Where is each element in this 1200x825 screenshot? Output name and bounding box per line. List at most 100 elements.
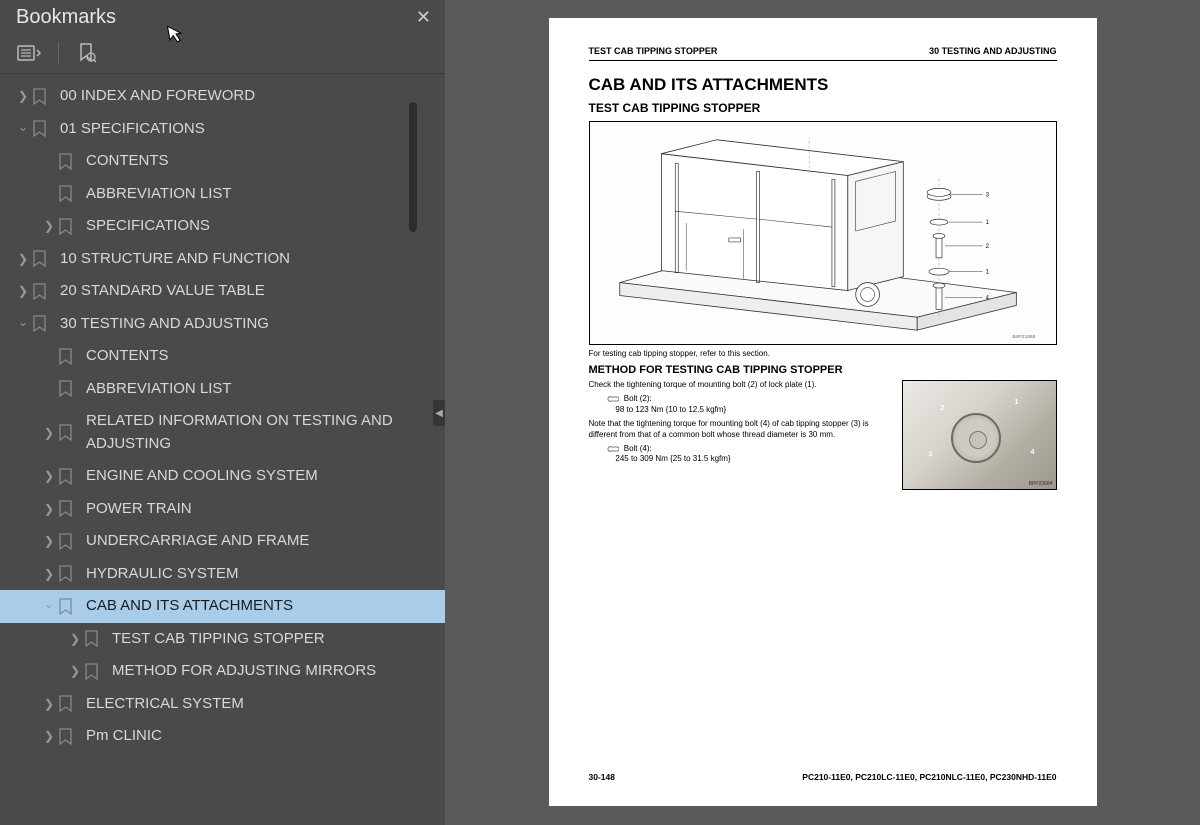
diagram-code: B4P21955 <box>1012 334 1035 340</box>
paragraph: Check the tightening torque of mounting … <box>589 380 894 390</box>
bookmark-label: POWER TRAIN <box>86 498 437 521</box>
bookmark-label: ELECTRICAL SYSTEM <box>86 693 437 716</box>
chevron-down-icon[interactable]: ⌄ <box>14 118 32 136</box>
bookmark-icon <box>58 533 78 550</box>
bookmark-icon <box>32 283 52 300</box>
bookmark-icon <box>58 598 78 615</box>
bookmark-item[interactable]: ❯ HYDRAULIC SYSTEM <box>0 558 445 591</box>
chevron-right-icon[interactable]: ❯ <box>40 467 58 485</box>
bookmarks-header: Bookmarks ✕ <box>0 0 445 35</box>
chevron-right-icon[interactable]: ❯ <box>40 217 58 235</box>
page-h2: TEST CAB TIPPING STOPPER <box>589 101 1057 115</box>
chevron-right-icon[interactable]: ❯ <box>14 282 32 300</box>
bookmark-item[interactable]: ❯CONTENTS <box>0 145 445 178</box>
bookmark-item[interactable]: ❯ 10 STRUCTURE AND FUNCTION <box>0 243 445 276</box>
document-viewport: TEST CAB TIPPING STOPPER 30 TESTING AND … <box>445 0 1200 825</box>
bookmark-label: CONTENTS <box>86 345 437 368</box>
chevron-right-icon[interactable]: ❯ <box>14 87 32 105</box>
bookmark-label: RELATED INFORMATION ON TESTING AND ADJUS… <box>86 410 437 455</box>
bookmark-icon <box>58 500 78 517</box>
bookmark-item[interactable]: ❯20 STANDARD VALUE TABLE <box>0 275 445 308</box>
bookmark-item[interactable]: ❯ABBREVIATION LIST <box>0 178 445 211</box>
bookmark-item[interactable]: ❯CONTENTS <box>0 340 445 373</box>
bookmark-icon <box>58 695 78 712</box>
bookmark-icon <box>58 153 78 170</box>
bookmark-label: 30 TESTING AND ADJUSTING <box>60 313 437 336</box>
spec-value: 245 to 309 Nm {25 to 31.5 kgfm} <box>615 454 730 463</box>
page-header: TEST CAB TIPPING STOPPER 30 TESTING AND … <box>589 46 1057 61</box>
bookmarks-tree: ❯00 INDEX AND FOREWORD⌄01 SPECIFICATIONS… <box>0 74 445 825</box>
diagram-caption: For testing cab tipping stopper, refer t… <box>589 349 1057 358</box>
spec-block: Bolt (4): 245 to 309 Nm {25 to 31.5 kgfm… <box>589 444 894 465</box>
bookmark-item[interactable]: ❯ TEST CAB TIPPING STOPPER <box>0 623 445 656</box>
bookmark-icon <box>32 120 52 137</box>
page-body: Check the tightening torque of mounting … <box>589 380 1057 490</box>
bookmark-item[interactable]: ❯ABBREVIATION LIST <box>0 373 445 406</box>
bookmark-label: UNDERCARRIAGE AND FRAME <box>86 530 437 553</box>
chevron-right-icon[interactable]: ❯ <box>40 424 58 442</box>
bookmark-label: CONTENTS <box>86 150 437 173</box>
svg-text:1: 1 <box>985 220 989 226</box>
chevron-right-icon[interactable]: ❯ <box>40 532 58 550</box>
bookmark-item[interactable]: ⌄01 SPECIFICATIONS <box>0 113 445 146</box>
bookmarks-title: Bookmarks <box>16 6 116 29</box>
bookmark-label: 10 STRUCTURE AND FUNCTION <box>60 248 437 271</box>
bookmarks-toolbar <box>0 35 445 74</box>
chevron-right-icon[interactable]: ❯ <box>66 662 84 680</box>
bookmark-icon <box>58 468 78 485</box>
page-h3: METHOD FOR TESTING CAB TIPPING STOPPER <box>589 364 1057 376</box>
bookmark-item[interactable]: ⌄ CAB AND ITS ATTACHMENTS <box>0 590 445 623</box>
bookmark-label: TEST CAB TIPPING STOPPER <box>112 628 437 651</box>
pdf-page: TEST CAB TIPPING STOPPER 30 TESTING AND … <box>549 18 1097 806</box>
bookmark-icon <box>58 218 78 235</box>
scrollbar-thumb[interactable] <box>409 102 417 232</box>
bookmark-label: ABBREVIATION LIST <box>86 183 437 206</box>
bookmark-item[interactable]: ❯ENGINE AND COOLING SYSTEM <box>0 460 445 493</box>
bookmark-label: SPECIFICATIONS <box>86 215 437 238</box>
chevron-down-icon[interactable]: ⌄ <box>40 595 58 613</box>
svg-text:3: 3 <box>985 192 989 198</box>
bookmark-item[interactable]: ❯ SPECIFICATIONS <box>0 210 445 243</box>
torque-icon <box>607 395 619 403</box>
body-text: Check the tightening torque of mounting … <box>589 380 894 490</box>
bookmark-item[interactable]: ❯ UNDERCARRIAGE AND FRAME <box>0 525 445 558</box>
bookmark-icon <box>58 565 78 582</box>
bookmark-icon <box>84 663 104 680</box>
bookmark-item[interactable]: ❯00 INDEX AND FOREWORD <box>0 80 445 113</box>
bookmark-item[interactable]: ⌄ 30 TESTING AND ADJUSTING <box>0 308 445 341</box>
bookmark-label: CAB AND ITS ATTACHMENTS <box>86 595 437 618</box>
bookmark-icon <box>32 315 52 332</box>
bookmark-icon <box>58 424 78 441</box>
page-number: 30-148 <box>589 772 615 782</box>
options-icon[interactable] <box>16 41 44 65</box>
panel-collapse-handle[interactable]: ◀ <box>433 400 445 426</box>
toolbar-divider <box>58 42 59 64</box>
reference-photo: 2 3 1 4 BPP23684 <box>902 380 1057 490</box>
bookmark-icon <box>32 88 52 105</box>
bookmarks-panel: Bookmarks ✕ ❯00 INDEX AND FOREWORD⌄01 SP… <box>0 0 445 825</box>
chevron-right-icon[interactable]: ❯ <box>14 250 32 268</box>
bookmark-label: HYDRAULIC SYSTEM <box>86 563 437 586</box>
chevron-right-icon[interactable]: ❯ <box>40 695 58 713</box>
photo-code: BPP23684 <box>1029 481 1053 487</box>
chevron-right-icon[interactable]: ❯ <box>40 565 58 583</box>
svg-text:1: 1 <box>985 270 989 276</box>
chevron-down-icon[interactable]: ⌄ <box>14 313 32 331</box>
chevron-right-icon[interactable]: ❯ <box>66 630 84 648</box>
bookmark-item[interactable]: ❯ POWER TRAIN <box>0 493 445 526</box>
paragraph: Note that the tightening torque for moun… <box>589 419 894 440</box>
page-h1: CAB AND ITS ATTACHMENTS <box>589 75 1057 95</box>
spec-label: Bolt (2): <box>624 394 652 403</box>
bookmark-item[interactable]: ❯ Pm CLINIC <box>0 720 445 753</box>
chevron-right-icon[interactable]: ❯ <box>40 500 58 518</box>
bookmark-item[interactable]: ❯ RELATED INFORMATION ON TESTING AND ADJU… <box>0 405 445 460</box>
bookmark-icon <box>84 630 104 647</box>
bookmark-label: Pm CLINIC <box>86 725 437 748</box>
technical-diagram: 3 1 2 1 4 B4P21955 <box>589 121 1057 345</box>
close-icon[interactable]: ✕ <box>416 7 431 28</box>
chevron-right-icon[interactable]: ❯ <box>40 727 58 745</box>
bookmark-item[interactable]: ❯METHOD FOR ADJUSTING MIRRORS <box>0 655 445 688</box>
bookmark-item[interactable]: ❯ ELECTRICAL SYSTEM <box>0 688 445 721</box>
torque-icon <box>607 445 619 453</box>
find-bookmark-icon[interactable] <box>73 41 101 65</box>
